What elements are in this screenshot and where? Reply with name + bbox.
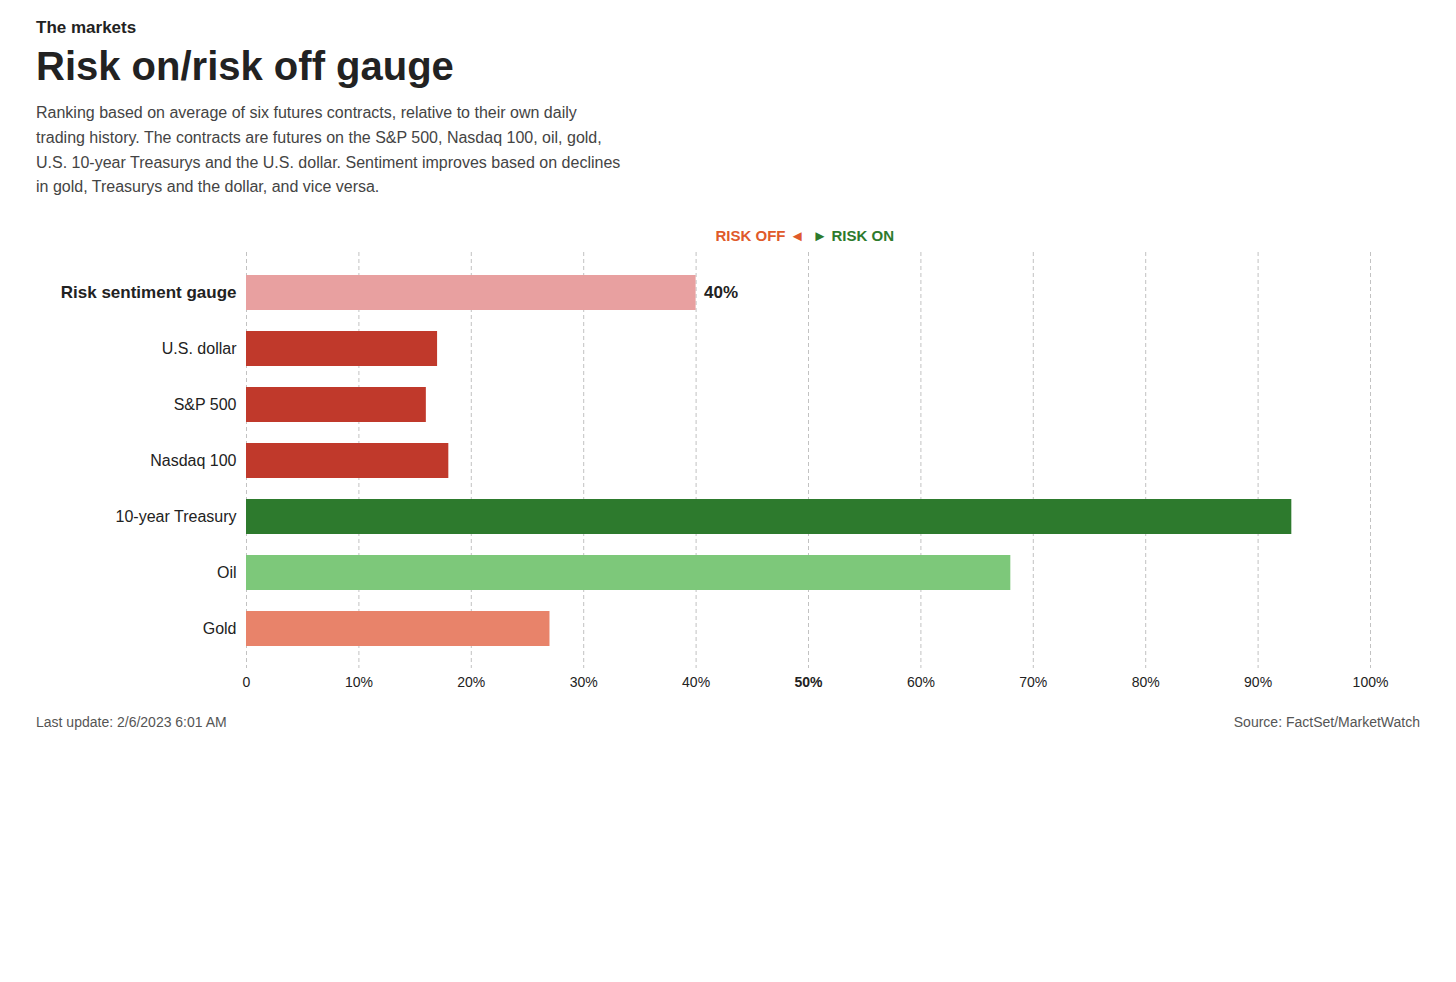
svg-text:Risk sentiment gauge: Risk sentiment gauge xyxy=(61,284,237,303)
html-text:Source: FactSet/MarketWatch: Source: FactSet/MarketWatch xyxy=(1233,714,1420,731)
svg-text:40%: 40% xyxy=(682,675,710,691)
html-text:Last update: 2/6/2023 6:01 AM: Last update: 2/6/2023 6:01 AM xyxy=(36,714,227,731)
svg-text:50%: 50% xyxy=(794,675,823,691)
html-text:Ranking based on average of si: Ranking based on average of six futures … xyxy=(36,104,621,196)
svg-text:100%: 100% xyxy=(1353,675,1389,691)
svg-text:10-year Treasury: 10-year Treasury xyxy=(116,508,237,525)
svg-text:60%: 60% xyxy=(907,675,935,691)
html-text:The markets: The markets xyxy=(36,18,137,37)
svg-text:10%: 10% xyxy=(345,675,373,691)
html-text:Risk on/risk off gauge: Risk on/risk off gauge xyxy=(36,44,454,88)
svg-text:Gold: Gold xyxy=(203,620,237,637)
svg-text:40%: 40% xyxy=(704,284,738,303)
svg-text:U.S. dollar: U.S. dollar xyxy=(162,340,237,357)
svg-text:Nasdaq 100: Nasdaq 100 xyxy=(150,452,236,469)
svg-text:Oil: Oil xyxy=(217,564,237,581)
svg-text:0: 0 xyxy=(243,675,251,691)
svg-text:20%: 20% xyxy=(457,675,485,691)
svg-text:70%: 70% xyxy=(1019,675,1047,691)
svg-text:90%: 90% xyxy=(1244,675,1272,691)
svg-text:80%: 80% xyxy=(1132,675,1160,691)
svg-text:RISK OFF ◄: RISK OFF ◄ xyxy=(715,227,804,244)
svg-text:► RISK ON: ► RISK ON xyxy=(813,227,895,244)
svg-text:S&P 500: S&P 500 xyxy=(174,396,237,413)
svg-text:30%: 30% xyxy=(570,675,598,691)
